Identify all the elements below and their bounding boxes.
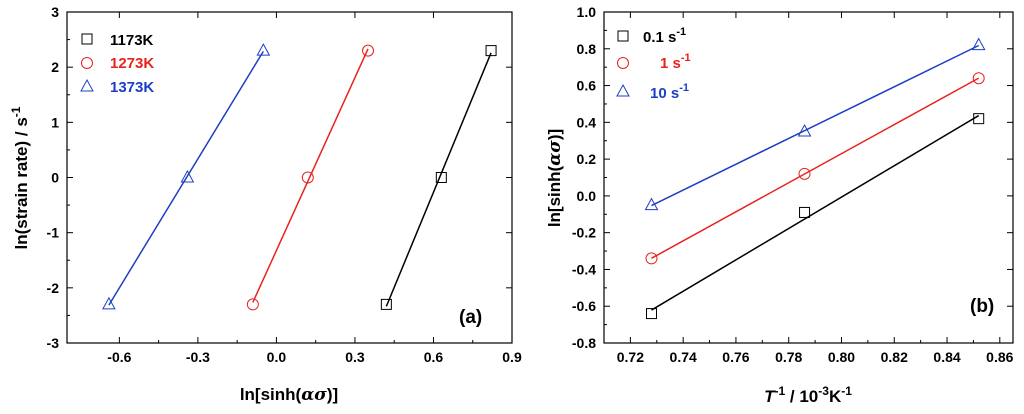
y-tick-label-b: -0.8 [572, 335, 596, 351]
y-tick-label-b: 0.8 [577, 41, 597, 57]
data-point-b-series-2-1 [797, 123, 812, 137]
legend-b-label-1: 1 s-1 [660, 52, 691, 72]
x-tick-label-b: 0.76 [722, 349, 749, 365]
tick-marks-a [67, 11, 513, 344]
data-point-a-series-2-0 [102, 296, 116, 310]
x-tick-label-a: 0.0 [267, 349, 287, 365]
data-point-b-series-1-0 [645, 252, 658, 265]
y-tick-label-b: -0.6 [572, 298, 596, 314]
x-tick-label-a: -0.6 [107, 349, 131, 365]
x-tick-label-b: 0.82 [881, 349, 908, 365]
x-axis-label-b: T-1 / 10-3K-1 [764, 384, 852, 406]
data-point-b-series-0-1 [799, 206, 811, 218]
data-point-a-series-2-1 [180, 169, 195, 183]
y-tick-label-b: 0.4 [577, 114, 597, 130]
x-tick-label-b: 0.84 [933, 349, 960, 365]
data-point-a-series-2-2 [256, 43, 271, 56]
y-tick-label-b: -0.2 [572, 225, 596, 241]
data-point-a-series-0-0 [380, 298, 392, 310]
x-tick-label-b: 0.74 [670, 349, 697, 365]
x-tick-label-a: 0.6 [424, 349, 444, 365]
x-tick-label-a: 0.3 [345, 349, 365, 365]
fit-line-a-series-1 [252, 48, 369, 303]
y-tick-labels-b: -0.8 -0.6 -0.4 -0.2 0.0 0.2 0.4 0.6 0.8 1.0 [572, 4, 596, 351]
tick-marks-b [604, 11, 1013, 344]
legend-b: 0.1 s-1 1 s-1 10 s-1 [616, 26, 691, 102]
y-tick-label-a: 0 [51, 170, 59, 186]
y-tick-label-b: 0.2 [577, 151, 597, 167]
y-tick-label-a: -2 [47, 280, 60, 296]
y-tick-label-a: -3 [47, 335, 60, 351]
y-tick-label-b: 0.0 [577, 188, 597, 204]
panel-tag-a: (a) [459, 307, 482, 328]
y-tick-label-a: -1 [47, 225, 60, 241]
legend-b-label-10: 10 s-1 [650, 82, 689, 102]
legend-b-marker-square [617, 30, 629, 42]
fit-line-b-series-0 [651, 114, 980, 311]
x-tick-label-b: 0.72 [617, 349, 644, 365]
fit-lines-b [651, 44, 980, 311]
y-tick-label-b: 1.0 [577, 4, 597, 20]
chart-panel-b: 0.72 0.74 0.76 0.78 0.80 0.82 0.84 0.86 -0.8-0.… [545, 4, 1014, 406]
legend-b-marker-triangle [616, 83, 630, 97]
y-tick-label-b: -0.4 [572, 261, 596, 277]
fit-line-a-series-0 [385, 52, 492, 307]
panel-tag-b: (b) [970, 296, 994, 317]
data-point-b-series-1-1 [798, 167, 811, 180]
y-axis-label-b: ln[sinh(ασ)] [545, 129, 565, 227]
data-point-b-series-2-0 [644, 197, 659, 211]
legend-a-label-1373k: 1373K [110, 79, 154, 96]
legend-a-label-1273k: 1273K [110, 55, 154, 72]
markers-a [102, 43, 497, 311]
fit-line-b-series-1 [651, 77, 980, 259]
y-tick-labels-a: -3 -2 -1 0 1 2 3 [47, 4, 60, 351]
x-tick-label-a: 0.9 [502, 349, 522, 365]
data-point-a-series-1-0 [246, 298, 259, 311]
data-point-a-series-1-1 [301, 171, 314, 184]
legend-a: 1173K 1273K 1373K [80, 32, 154, 96]
y-tick-label-a: 3 [51, 4, 59, 20]
y-tick-label-b: 0.6 [577, 78, 597, 94]
x-axis-label-a: ln[sinh(ασ)] [240, 385, 338, 405]
x-tick-label-b: 0.78 [775, 349, 802, 365]
legend-a-marker-circle [81, 57, 93, 69]
data-point-a-series-1-2 [362, 44, 375, 57]
data-point-b-series-1-2 [972, 72, 985, 85]
legend-a-label-1173k: 1173K [110, 32, 154, 49]
markers-b [644, 37, 986, 320]
data-point-a-series-0-1 [435, 172, 447, 183]
chart-panel-a: -0.6 -0.3 0.0 0.3 0.6 0.9 -3 -2 -1 0 1 2 3 ln[sinh(… [9, 4, 522, 405]
y-tick-label-a: 2 [51, 59, 59, 75]
y-tick-label-a: 1 [51, 114, 59, 130]
data-point-a-series-0-2 [485, 45, 497, 57]
fit-line-b-series-2 [651, 44, 980, 207]
data-point-b-series-0-0 [645, 308, 657, 320]
data-point-b-series-2-2 [971, 37, 986, 51]
fit-line-a-series-2 [108, 50, 264, 306]
y-axis-label-a: ln(strain rate) / s-1 [9, 106, 31, 249]
legend-a-marker-square [81, 33, 93, 45]
x-tick-labels-a: -0.6 -0.3 0.0 0.3 0.6 0.9 [107, 349, 522, 365]
x-tick-label-b: 0.80 [828, 349, 855, 365]
legend-b-marker-circle [617, 57, 629, 69]
data-point-b-series-0-2 [973, 113, 985, 125]
x-tick-label-a: -0.3 [186, 349, 210, 365]
x-tick-labels-b: 0.72 0.74 0.76 0.78 0.80 0.82 0.84 0.86 [617, 349, 1014, 365]
legend-b-label-0-1: 0.1 s-1 [643, 26, 686, 46]
x-tick-label-b: 0.86 [986, 349, 1013, 365]
legend-a-marker-triangle [80, 78, 94, 92]
fit-lines-a [108, 48, 492, 307]
